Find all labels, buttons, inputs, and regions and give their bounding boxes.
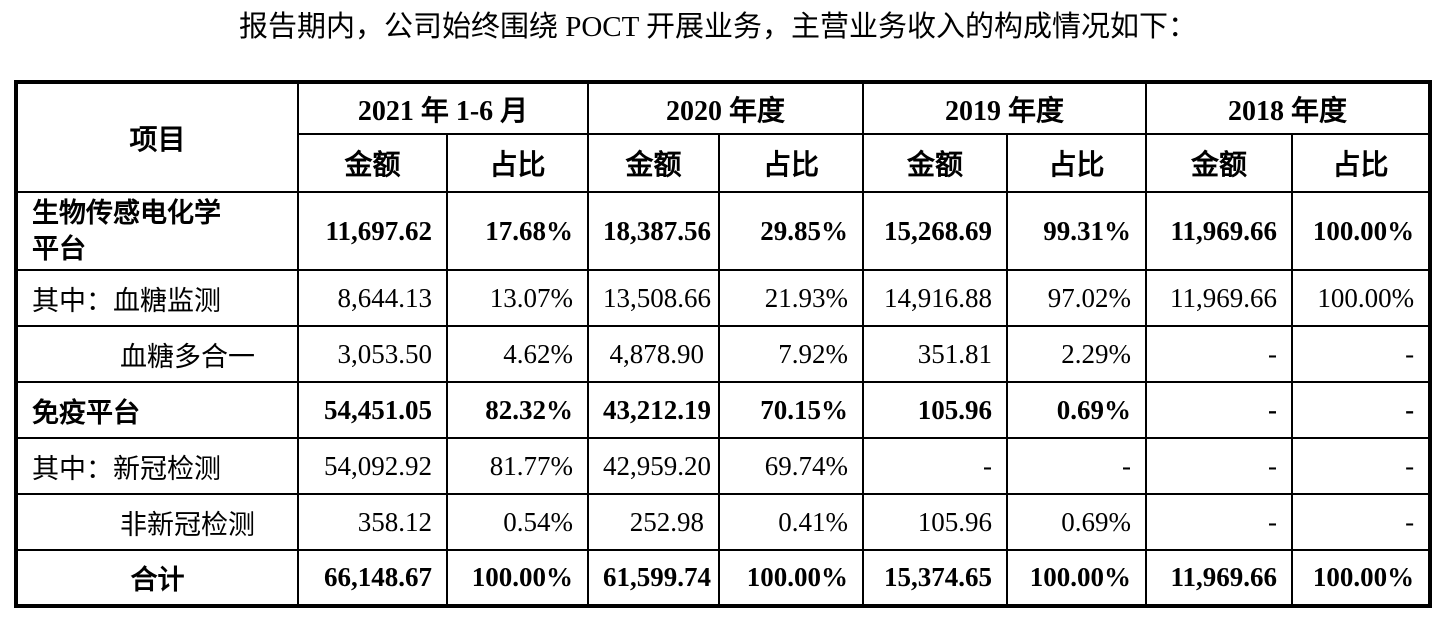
table-row-biosensor-platform: 生物传感电化学平台 11,697.62 17.68% 18,387.56 29.… [15,191,1432,271]
table-cell: 97.02% [1006,269,1148,327]
amount-header: 金额 [862,133,1009,193]
table-cell: 7.92% [718,325,865,383]
period-header-2021: 2021 年 1-6 月 [296,81,590,135]
table-row-glucose-multi: 血糖多合一 3,053.50 4.62% 4,878.90 7.92% 351.… [15,325,1432,383]
table-cell: - [1291,381,1432,439]
table-cell: - [1145,381,1294,439]
table-row-covid-testing: 其中：新冠检测 54,092.92 81.77% 42,959.20 69.74… [15,437,1432,495]
table-cell: - [1291,325,1432,383]
table-cell: 100.00% [718,549,865,607]
ratio-header: 占比 [718,133,865,193]
table-cell: 105.96 [862,381,1009,439]
table-cell: - [1145,493,1294,551]
row-label: 合计 [15,549,299,607]
table-cell: 61,599.74 [587,549,721,607]
table-row-non-covid-testing: 非新冠检测 358.12 0.54% 252.98 0.41% 105.96 0… [15,493,1432,551]
amount-header: 金额 [1145,133,1294,193]
table-cell: 82.32% [445,381,590,439]
table-cell: 11,697.62 [297,191,448,271]
table-cell: - [862,437,1009,495]
table-cell: 0.54% [445,493,590,551]
table-cell: - [1145,437,1294,495]
table-cell: 66,148.67 [297,549,448,607]
table-cell: 17.68% [445,191,590,271]
table-cell: 100.00% [1291,549,1432,607]
table-cell: 99.31% [1006,191,1148,271]
table-cell: 351.81 [862,325,1009,383]
table-cell: 3,053.50 [297,325,448,383]
row-label: 其中：血糖监测 [15,269,299,327]
table-cell: 13,508.66 [587,269,721,327]
table-cell: 100.00% [1291,269,1432,327]
row-label: 免疫平台 [15,381,299,439]
ratio-header: 占比 [445,133,590,193]
table-cell: 69.74% [718,437,865,495]
table-cell: 11,969.66 [1145,549,1294,607]
table-cell: 14,916.88 [862,269,1009,327]
table-cell: 70.15% [718,381,865,439]
table-cell: 2.29% [1006,325,1148,383]
row-label: 血糖多合一 [15,325,299,383]
revenue-composition-table: 项目 2021 年 1-6 月 2020 年度 2019 年度 2018 年度 … [14,80,1433,608]
table-cell: - [1291,437,1432,495]
table-row-glucose-monitoring: 其中：血糖监测 8,644.13 13.07% 13,508.66 21.93%… [15,269,1432,327]
ratio-header: 占比 [1006,133,1148,193]
table-cell: 4,878.90 [587,325,721,383]
table-cell: 11,969.66 [1145,269,1294,327]
table-cell: 0.41% [718,493,865,551]
table-cell: 43,212.19 [587,381,721,439]
table-cell: - [1145,325,1294,383]
table-cell: 29.85% [718,191,865,271]
table-cell: 100.00% [1006,549,1148,607]
table-cell: 21.93% [718,269,865,327]
row-label: 生物传感电化学平台 [15,191,299,271]
table-cell: 105.96 [862,493,1009,551]
table-cell: 54,092.92 [297,437,448,495]
table-cell: 358.12 [297,493,448,551]
paragraph-intro: 报告期内，公司始终围绕 POCT 开展业务，主营业务收入的构成情况如下： [238,11,1198,43]
table-cell: 8,644.13 [297,269,448,327]
period-header-2020: 2020 年度 [587,81,865,135]
table-cell: 11,969.66 [1145,191,1294,271]
table-cell: 18,387.56 [587,191,721,271]
table-cell: 42,959.20 [587,437,721,495]
table-cell: 13.07% [445,269,590,327]
table-cell: 0.69% [1006,493,1148,551]
table-cell: 54,451.05 [297,381,448,439]
table-cell: 252.98 [587,493,721,551]
table-row-immune-platform: 免疫平台 54,451.05 82.32% 43,212.19 70.15% 1… [15,381,1432,439]
period-header-2019: 2019 年度 [862,81,1148,135]
table-row-total: 合计 66,148.67 100.00% 61,599.74 100.00% 1… [15,549,1432,607]
table-cell: 15,268.69 [862,191,1009,271]
row-label: 非新冠检测 [15,493,299,551]
header-row-subcolumns: 金额 占比 金额 占比 金额 占比 金额 占比 [16,133,1432,193]
amount-header: 金额 [587,133,721,193]
table-cell: - [1291,493,1432,551]
table-cell: 0.69% [1006,381,1148,439]
period-header-2018: 2018 年度 [1145,81,1432,135]
table-cell: 15,374.65 [862,549,1009,607]
table-cell: 100.00% [1291,191,1432,271]
table-cell: 100.00% [445,549,590,607]
amount-header: 金额 [297,133,448,193]
ratio-header: 占比 [1291,133,1432,193]
table-cell: 81.77% [445,437,590,495]
header-row-periods: 项目 2021 年 1-6 月 2020 年度 2019 年度 2018 年度 [15,81,1432,193]
corner-header-item: 项目 [15,81,299,193]
row-label: 其中：新冠检测 [15,437,299,495]
table-cell: 4.62% [445,325,590,383]
table-cell: - [1006,437,1148,495]
